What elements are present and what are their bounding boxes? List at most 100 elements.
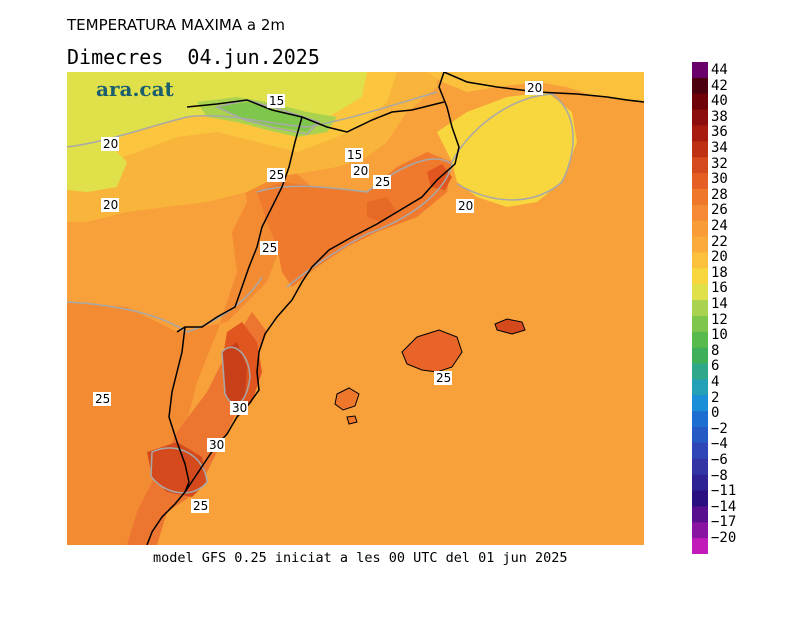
colorbar-label: 24 xyxy=(711,218,728,234)
colorbar-label: 28 xyxy=(711,186,728,203)
colorbar-swatch xyxy=(692,252,708,269)
colorbar-label: 22 xyxy=(711,233,728,250)
temperature-map: 15 15 20 20 20 20 20 25 25 25 25 25 25 3… xyxy=(67,72,644,545)
colorbar-label: −4 xyxy=(711,436,728,453)
colorbar-label: 32 xyxy=(711,155,728,172)
island-menorca xyxy=(494,318,526,335)
colorbar-swatch xyxy=(692,411,708,428)
model-info: model GFS 0.25 iniciat a les 00 UTC del … xyxy=(153,550,568,566)
colorbar-swatch xyxy=(692,173,708,190)
colorbar-swatch xyxy=(692,268,708,285)
colorbar-swatch xyxy=(692,538,708,554)
colorbar-label: 0 xyxy=(711,405,720,422)
colorbar-swatch xyxy=(692,395,708,412)
island-ibiza xyxy=(334,387,360,411)
colorbar-label: 16 xyxy=(711,280,728,297)
island-formentera xyxy=(346,415,358,425)
colorbar-label: 34 xyxy=(711,140,728,156)
colorbar-swatch xyxy=(692,490,708,507)
colorbar-label: 14 xyxy=(711,296,728,312)
colorbar-swatch xyxy=(692,125,708,142)
colorbar-label: −14 xyxy=(711,498,737,515)
chart-title: TEMPERATURA MAXIMA a 2m xyxy=(67,16,285,34)
border-valencia xyxy=(168,326,190,493)
map-canvas: 15 15 20 20 20 20 20 25 25 25 25 25 25 3… xyxy=(67,72,644,545)
colorbar-label: 8 xyxy=(711,342,720,359)
colorbar-swatch xyxy=(692,427,708,444)
colorbar-label: 36 xyxy=(711,124,728,141)
contour-label: 15 xyxy=(269,94,284,108)
coastline-france xyxy=(443,72,644,103)
coastline-catalonia xyxy=(146,72,460,545)
colorbar-swatch xyxy=(692,220,708,238)
colorbar-label: 40 xyxy=(711,93,728,110)
contour-label: 20 xyxy=(458,199,473,213)
colorbar-label: −11 xyxy=(711,483,737,500)
contour-label: 20 xyxy=(103,198,118,212)
cool-zone-gulf-edge xyxy=(427,72,644,102)
colorbar-swatch xyxy=(692,442,708,460)
colorbar-swatch xyxy=(692,204,708,222)
border-aragon-catalonia xyxy=(176,116,303,333)
ara-cat-logo: ara.cat xyxy=(96,77,174,101)
cool-zone-gulf xyxy=(437,92,577,207)
colorbar-label: −6 xyxy=(711,452,728,468)
colorbar-label: −2 xyxy=(711,420,728,437)
colorbar-label: −8 xyxy=(711,467,728,484)
isotherm-25-catalonia xyxy=(256,158,453,288)
isotherm-25-west xyxy=(67,276,263,333)
colorbar-swatch xyxy=(692,522,708,539)
colorbar-label: 2 xyxy=(711,389,720,406)
colorbar-label: 42 xyxy=(711,77,728,94)
colorbar-swatch xyxy=(692,157,708,174)
isotherm-20-north xyxy=(67,91,438,148)
contour-label: 20 xyxy=(353,164,368,178)
colorbar-label: 30 xyxy=(711,171,728,188)
contour-label: 25 xyxy=(269,168,284,182)
contour-label: 30 xyxy=(209,438,224,452)
colorbar-label: 44 xyxy=(711,62,728,78)
colorbar-label: 4 xyxy=(711,374,720,390)
colorbar-swatch xyxy=(692,188,708,206)
colorbar-label: 6 xyxy=(711,358,720,375)
colorbar-swatch xyxy=(692,62,708,79)
cool-zone-west xyxy=(67,142,127,192)
forecast-date: Dimecres 04.jun.2025 xyxy=(67,45,320,69)
contour-label: 25 xyxy=(375,175,390,189)
coldest-zone-pyrenees xyxy=(217,102,317,132)
colorbar-swatch xyxy=(692,474,708,492)
colorbar-swatch xyxy=(692,300,708,317)
colorbar-label: 26 xyxy=(711,202,728,219)
colorbar-swatch xyxy=(692,458,708,476)
colorbar-swatch xyxy=(692,77,708,95)
hot-spot-ebro xyxy=(222,342,247,412)
colorbar-label: 10 xyxy=(711,327,728,344)
isotherm-20-gulf xyxy=(451,93,574,201)
colorbar-swatch xyxy=(692,331,708,349)
contour-label: 25 xyxy=(436,371,451,385)
island-mallorca xyxy=(401,329,463,373)
colorbar-swatch xyxy=(692,506,708,523)
border-pyrenees xyxy=(186,99,445,133)
colorbar-label: 12 xyxy=(711,311,728,328)
colorbar-swatch xyxy=(692,315,708,333)
contour-label: 25 xyxy=(262,241,277,255)
colorbar-swatch xyxy=(692,93,708,111)
contour-label: 25 xyxy=(95,392,110,406)
colorbar-label: 20 xyxy=(711,249,728,266)
colorbar-swatch xyxy=(692,236,708,253)
colorbar-label: −17 xyxy=(711,514,737,531)
contour-label: 30 xyxy=(232,401,247,415)
colorbar-swatch xyxy=(692,347,708,365)
colorbar-swatch xyxy=(692,141,708,158)
isotherm-30-south xyxy=(150,447,208,494)
contour-labels: 15 15 20 20 20 20 20 25 25 25 25 25 25 3… xyxy=(93,81,543,513)
contour-label: 20 xyxy=(527,81,542,95)
colorbar-label: −20 xyxy=(711,530,737,546)
colorbar-swatch xyxy=(692,363,708,380)
contour-label: 15 xyxy=(347,148,362,162)
contour-label: 25 xyxy=(193,499,208,513)
colorbar-label: 38 xyxy=(711,108,728,125)
colorbar-label: 18 xyxy=(711,264,728,281)
colorbar xyxy=(692,62,708,554)
